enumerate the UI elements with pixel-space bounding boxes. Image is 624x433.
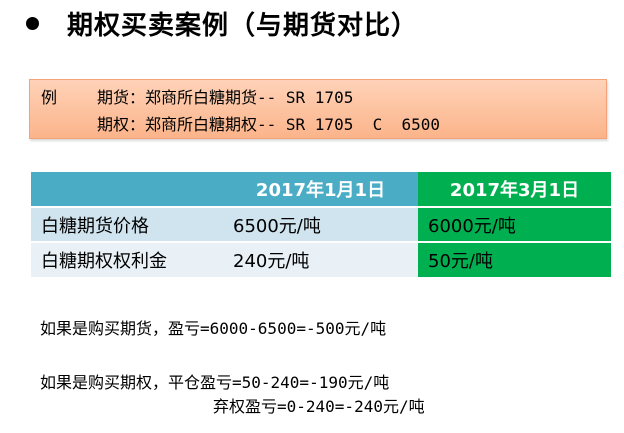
cell-futures-jan: 6500元/吨 — [223, 206, 418, 242]
example-futures-line: 期货：郑商所白糖期货-- SR 1705 — [97, 88, 354, 107]
table-header-blank — [31, 172, 223, 207]
table-header-date-jan: 2017年1月1日 — [223, 172, 418, 207]
note-option-abandon-pnl: 弃权盈亏=0-240=-240元/吨 — [213, 397, 425, 416]
comparison-table: 2017年1月1日 2017年3月1日 白糖期货价格 6500元/吨 6000元… — [31, 172, 611, 277]
cell-option-jan: 240元/吨 — [223, 241, 418, 277]
row-label-futures-price: 白糖期货价格 — [31, 206, 223, 242]
note-futures-pnl: 如果是购买期货，盈亏=6000-6500=-500元/吨 — [40, 319, 387, 338]
bullet-icon — [26, 16, 39, 30]
cell-option-mar: 50元/吨 — [418, 241, 611, 277]
cell-futures-mar: 6000元/吨 — [418, 206, 611, 242]
example-label: 例 — [41, 88, 58, 107]
title-row: 期权买卖案例（与期货对比） — [22, 6, 419, 41]
example-box: 例 期货：郑商所白糖期货-- SR 1705 期权：郑商所白糖期权-- SR 1… — [29, 79, 607, 139]
page-title: 期权买卖案例（与期货对比） — [67, 10, 419, 41]
example-option-line: 期权：郑商所白糖期权-- SR 1705 C 6500 — [97, 115, 441, 134]
table-row: 白糖期权权利金 240元/吨 50元/吨 — [31, 241, 611, 277]
table-header-date-mar: 2017年3月1日 — [418, 172, 611, 207]
table-row: 白糖期货价格 6500元/吨 6000元/吨 — [31, 206, 611, 242]
row-label-option-premium: 白糖期权权利金 — [31, 241, 223, 277]
note-option-close-pnl: 如果是购买期权，平仓盈亏=50-240=-190元/吨 — [40, 373, 390, 392]
table-header-row: 2017年1月1日 2017年3月1日 — [31, 172, 611, 207]
